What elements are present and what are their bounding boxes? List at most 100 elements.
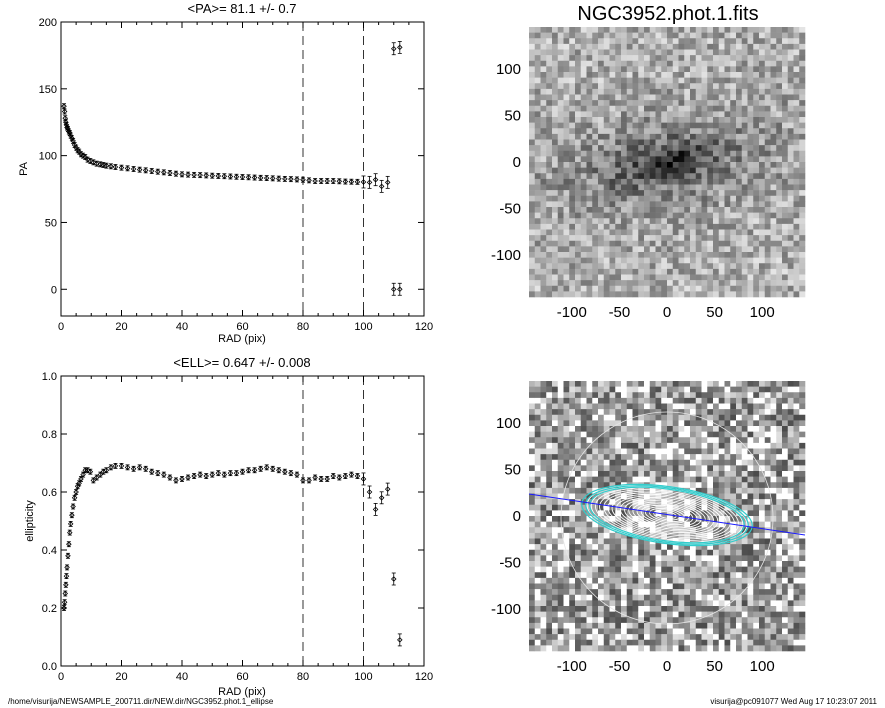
image-pixel: [684, 437, 691, 444]
image-pixel: [690, 611, 697, 618]
image-pixel: [718, 268, 725, 275]
image-pixel: [546, 77, 553, 84]
ell-point: [61, 605, 67, 611]
image-pixel: [741, 117, 748, 123]
image-pixel: [776, 105, 783, 112]
image-pixel: [615, 280, 622, 287]
image-pixel: [609, 94, 616, 101]
image-pixel: [575, 594, 582, 601]
image-pixel: [718, 240, 725, 247]
image-pixel: [615, 572, 622, 579]
image-pixel: [718, 66, 725, 73]
image-pixel: [621, 190, 628, 197]
image-pixel: [701, 431, 708, 438]
pa-point: [294, 176, 300, 183]
image-pixel: [753, 229, 760, 236]
image-pixel: [701, 100, 708, 107]
image-pixel: [638, 527, 645, 534]
image-pixel: [529, 88, 536, 95]
image-pixel: [776, 32, 783, 39]
image-pixel: [655, 145, 662, 152]
image-pixel: [667, 111, 674, 118]
pa-point: [167, 170, 173, 176]
image-pixel: [621, 167, 628, 174]
image-pixel: [736, 561, 743, 567]
image-pixel: [626, 437, 633, 444]
image-pixel: [557, 105, 564, 112]
image-pixel: [540, 223, 547, 230]
image-pixel: [621, 431, 628, 438]
image-pixel: [718, 285, 725, 292]
image-pixel: [563, 167, 570, 174]
image-pixel: [690, 167, 697, 174]
image-pixel: [626, 561, 633, 567]
image-pixel: [736, 274, 743, 281]
image-pixel: [529, 471, 536, 477]
image-pixel: [672, 38, 679, 45]
image-pixel: [672, 606, 679, 612]
image-pixel: [678, 207, 685, 213]
image-pixel: [776, 252, 783, 258]
image-pixel: [684, 105, 691, 112]
image-pixel: [552, 257, 559, 264]
image-pixel: [598, 150, 605, 157]
image-pixel: [615, 493, 622, 500]
image-pixel: [603, 43, 610, 50]
image-pixel: [529, 223, 536, 230]
image-pixel: [718, 409, 725, 416]
image-pixel: [713, 60, 720, 67]
image-pixel: [667, 66, 674, 73]
image-pixel: [667, 212, 674, 219]
image-pixel: [557, 555, 564, 562]
image-pixel: [759, 100, 766, 107]
image-pixel: [529, 100, 536, 107]
image-pixel: [707, 122, 714, 129]
image-pixel: [615, 167, 622, 174]
image-pixel: [672, 77, 679, 84]
image-pixel: [661, 566, 668, 573]
image-pixel: [782, 117, 789, 123]
ell-point: [136, 464, 143, 471]
image-pixel: [661, 94, 668, 101]
image-pixel: [776, 145, 783, 152]
image-pixel: [684, 617, 691, 624]
image-pixel: [724, 88, 731, 95]
image-x-tick-label: 0: [663, 304, 671, 321]
image-pixel: [621, 617, 628, 624]
image-pixel: [736, 201, 743, 208]
image-pixel: [615, 162, 622, 168]
image-pixel: [534, 465, 541, 472]
image-pixel: [592, 510, 599, 517]
image-pixel: [695, 527, 702, 534]
image-pixel: [615, 38, 622, 45]
image-pixel: [609, 27, 616, 33]
image-pixel: [736, 622, 743, 629]
image-pixel: [575, 223, 582, 230]
image-pixel: [569, 212, 576, 219]
image-pixel: [603, 566, 610, 573]
image-pixel: [736, 426, 743, 432]
image-pixel: [753, 49, 760, 56]
image-pixel: [695, 173, 702, 180]
image-pixel: [741, 465, 748, 472]
image-pixel: [563, 459, 570, 466]
image-pixel: [592, 431, 599, 438]
image-pixel: [609, 240, 616, 247]
image-pixel: [655, 639, 662, 646]
image-pixel: [672, 195, 679, 202]
image-pixel: [678, 49, 685, 56]
image-pixel: [598, 32, 605, 39]
image-pixel: [529, 274, 536, 281]
image-pixel: [638, 544, 645, 551]
image-pixel: [580, 156, 587, 163]
image-pixel: [724, 454, 731, 461]
image-pixel: [626, 285, 633, 292]
image-pixel: [707, 600, 714, 607]
image-pixel: [586, 218, 593, 225]
image-pixel: [540, 150, 547, 157]
image-pixel: [609, 628, 616, 635]
image-pixel: [718, 397, 725, 404]
image-pixel: [575, 634, 582, 641]
image-pixel: [799, 291, 806, 298]
image-pixel: [793, 229, 800, 236]
